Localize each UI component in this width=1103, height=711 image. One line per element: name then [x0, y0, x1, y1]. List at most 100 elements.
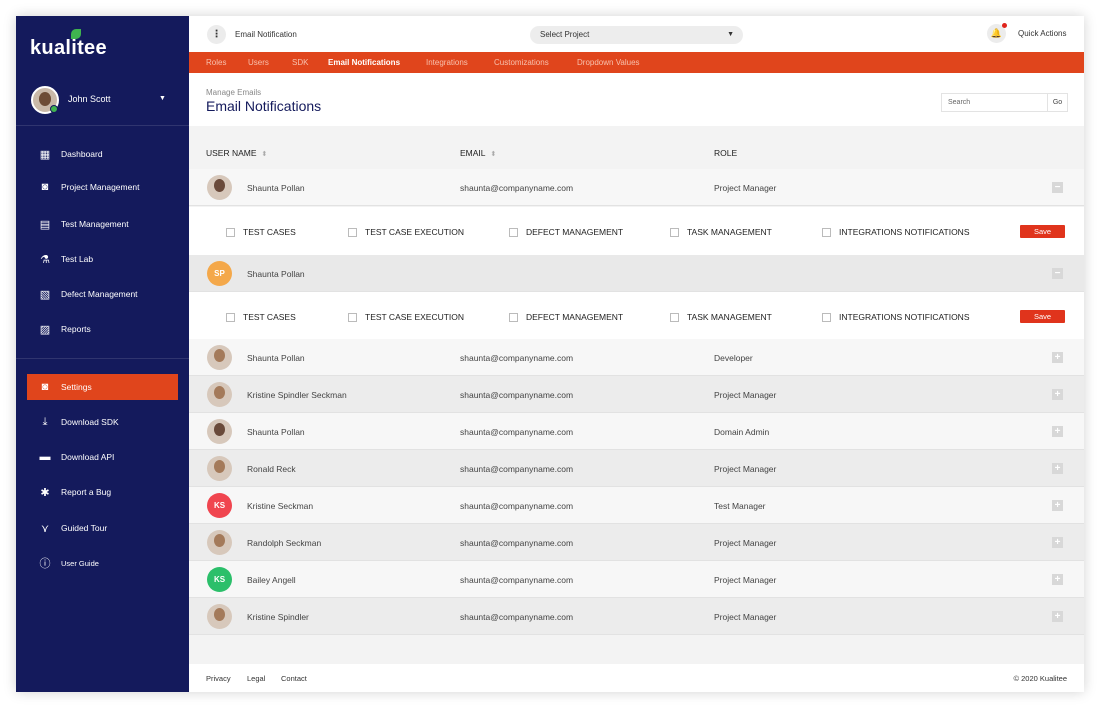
project-management-icon: ◙	[41, 181, 49, 193]
expand-icon[interactable]: +	[1052, 500, 1063, 511]
top-bar: ⋮ Email Notification Select Project ▼ 🔔 …	[189, 16, 1084, 52]
divider	[16, 358, 189, 359]
tab-users[interactable]: Users	[248, 58, 269, 67]
column-header-email[interactable]: EMAIL ⬍	[460, 148, 496, 158]
sidebar-item-label: User Guide	[61, 558, 99, 568]
table-row[interactable]: KS Kristine Seckman shaunta@companyname.…	[189, 487, 1084, 524]
column-header-user-name[interactable]: USER NAME ⬍	[206, 148, 267, 158]
expand-icon[interactable]: +	[1052, 574, 1063, 585]
sidebar-item-report-a-bug[interactable]: ✱ Report a Bug	[27, 479, 178, 505]
user-name: John Scott	[68, 94, 111, 104]
sidebar-item-defect-management[interactable]: ▧ Defect Management	[27, 281, 178, 307]
table-row[interactable]: Ronald Reck shaunta@companyname.com Proj…	[189, 450, 1084, 487]
table-row[interactable]: Randolph Seckman shaunta@companyname.com…	[189, 524, 1084, 561]
user-profile[interactable]: John Scott ▼	[31, 86, 181, 116]
user-name-cell: Randolph Seckman	[247, 538, 322, 548]
checkbox-test-case-execution[interactable]: TEST CASE EXECUTION	[348, 312, 464, 322]
save-button[interactable]: Save	[1020, 310, 1065, 323]
expand-icon[interactable]: +	[1052, 611, 1063, 622]
checkbox-box[interactable]	[670, 227, 679, 237]
sidebar-item-label: Test Management	[61, 219, 129, 229]
checkbox-box[interactable]	[822, 227, 831, 237]
expand-icon[interactable]: +	[1052, 426, 1063, 437]
table-row[interactable]: KS Bailey Angell shaunta@companyname.com…	[189, 561, 1084, 598]
checkbox-label: TEST CASES	[243, 312, 296, 322]
checkbox-test-cases[interactable]: TEST CASES	[226, 312, 296, 322]
user-name-cell: Bailey Angell	[247, 575, 296, 585]
user-name-cell: Ronald Reck	[247, 464, 296, 474]
sidebar-item-project-management[interactable]: ◙ Project Management	[27, 174, 178, 200]
checkbox-box[interactable]	[822, 312, 831, 322]
tab-sdk[interactable]: SDK	[292, 58, 309, 67]
sort-icon[interactable]: ⬍	[490, 151, 497, 158]
expand-icon[interactable]: +	[1052, 352, 1063, 363]
table-row[interactable]: Kristine Spindler Seckman shaunta@compan…	[189, 376, 1084, 413]
checkbox-task-management[interactable]: TASK MANAGEMENT	[670, 227, 772, 237]
table-row[interactable]: SP Shaunta Pollan −	[189, 255, 1084, 292]
checkbox-box[interactable]	[509, 312, 518, 322]
footer-link-legal[interactable]: Legal	[247, 674, 266, 683]
kebab-menu-icon[interactable]: ⋮	[207, 25, 226, 44]
email-cell: shaunta@companyname.com	[460, 427, 574, 437]
save-button[interactable]: Save	[1020, 225, 1065, 238]
collapse-icon[interactable]: −	[1052, 268, 1063, 279]
sidebar-item-download-api[interactable]: ▬ Download API	[27, 444, 178, 470]
bell-icon[interactable]: 🔔	[987, 23, 1007, 43]
sidebar-item-user-guide[interactable]: ⓘ User Guide	[27, 550, 178, 576]
sidebar: kualitee John Scott ▼ ▦ Dashboard ◙ Proj…	[16, 16, 189, 692]
tab-email-notifications[interactable]: Email Notifications	[328, 58, 401, 67]
checkbox-box[interactable]	[509, 227, 518, 237]
chevron-down-icon[interactable]: ▼	[159, 95, 166, 102]
checkbox-task-management[interactable]: TASK MANAGEMENT	[670, 312, 772, 322]
select-project-dropdown[interactable]: Select Project ▼	[530, 26, 743, 44]
footer-link-contact[interactable]: Contact	[281, 674, 307, 683]
avatar-initials: KS	[207, 567, 232, 592]
tab-dropdown-values[interactable]: Dropdown Values	[577, 58, 640, 67]
sidebar-item-test-management[interactable]: ▤ Test Management	[27, 211, 178, 237]
sidebar-item-settings[interactable]: ◙ Settings	[27, 374, 178, 400]
email-cell: shaunta@companyname.com	[460, 464, 574, 474]
checkbox-label: INTEGRATIONS NOTIFICATIONS	[839, 227, 970, 237]
footer-link-privacy[interactable]: Privacy	[206, 674, 231, 683]
expand-icon[interactable]: +	[1052, 463, 1063, 474]
checkbox-box[interactable]	[348, 312, 357, 322]
tab-customizations[interactable]: Customizations	[494, 58, 549, 67]
checkbox-integrations-notifications[interactable]: INTEGRATIONS NOTIFICATIONS	[822, 312, 970, 322]
avatar-initials: SP	[207, 261, 232, 286]
checkbox-defect-management[interactable]: DEFECT MANAGEMENT	[509, 312, 623, 322]
sidebar-item-reports[interactable]: ▨ Reports	[27, 316, 178, 342]
table-row[interactable]: Kristine Spindler shaunta@companyname.co…	[189, 598, 1084, 635]
checkbox-box[interactable]	[348, 227, 357, 237]
checkbox-defect-management[interactable]: DEFECT MANAGEMENT	[509, 227, 623, 237]
table-row[interactable]: Shaunta Pollan shaunta@companyname.com D…	[189, 413, 1084, 450]
tab-integrations[interactable]: Integrations	[426, 58, 468, 67]
checkbox-integrations-notifications[interactable]: INTEGRATIONS NOTIFICATIONS	[822, 227, 970, 237]
flask-icon: ⚗	[40, 253, 50, 266]
avatar	[207, 419, 232, 444]
sort-icon[interactable]: ⬍	[261, 151, 268, 158]
checkbox-box[interactable]	[226, 312, 235, 322]
sidebar-item-guided-tour[interactable]: ⋎ Guided Tour	[27, 515, 178, 541]
expand-icon[interactable]: +	[1052, 389, 1063, 400]
sidebar-item-test-lab[interactable]: ⚗ Test Lab	[27, 246, 178, 272]
search-input[interactable]: Search	[941, 93, 1048, 112]
role-cell: Project Manager	[714, 390, 777, 400]
role-cell: Domain Admin	[714, 427, 770, 437]
checkbox-box[interactable]	[670, 312, 679, 322]
tab-roles[interactable]: Roles	[206, 58, 227, 67]
collapse-icon[interactable]: −	[1052, 182, 1063, 193]
bug-icon: ✱	[40, 486, 50, 499]
table-row[interactable]: Shaunta Pollan shaunta@companyname.com P…	[189, 169, 1084, 206]
search-go-button[interactable]: Go	[1047, 93, 1068, 112]
checkbox-test-cases[interactable]: TEST CASES	[226, 227, 296, 237]
expand-icon[interactable]: +	[1052, 537, 1063, 548]
quick-actions-button[interactable]: Quick Actions	[1018, 29, 1067, 38]
sidebar-item-download-sdk[interactable]: ⤓ Download SDK	[27, 409, 178, 435]
user-name-cell: Kristine Spindler	[247, 612, 309, 622]
divider	[16, 125, 189, 126]
logo[interactable]: kualitee	[30, 29, 107, 60]
checkbox-box[interactable]	[226, 227, 235, 237]
sidebar-item-dashboard[interactable]: ▦ Dashboard	[27, 141, 178, 167]
checkbox-test-case-execution[interactable]: TEST CASE EXECUTION	[348, 227, 464, 237]
table-row[interactable]: Shaunta Pollan shaunta@companyname.com D…	[189, 339, 1084, 376]
